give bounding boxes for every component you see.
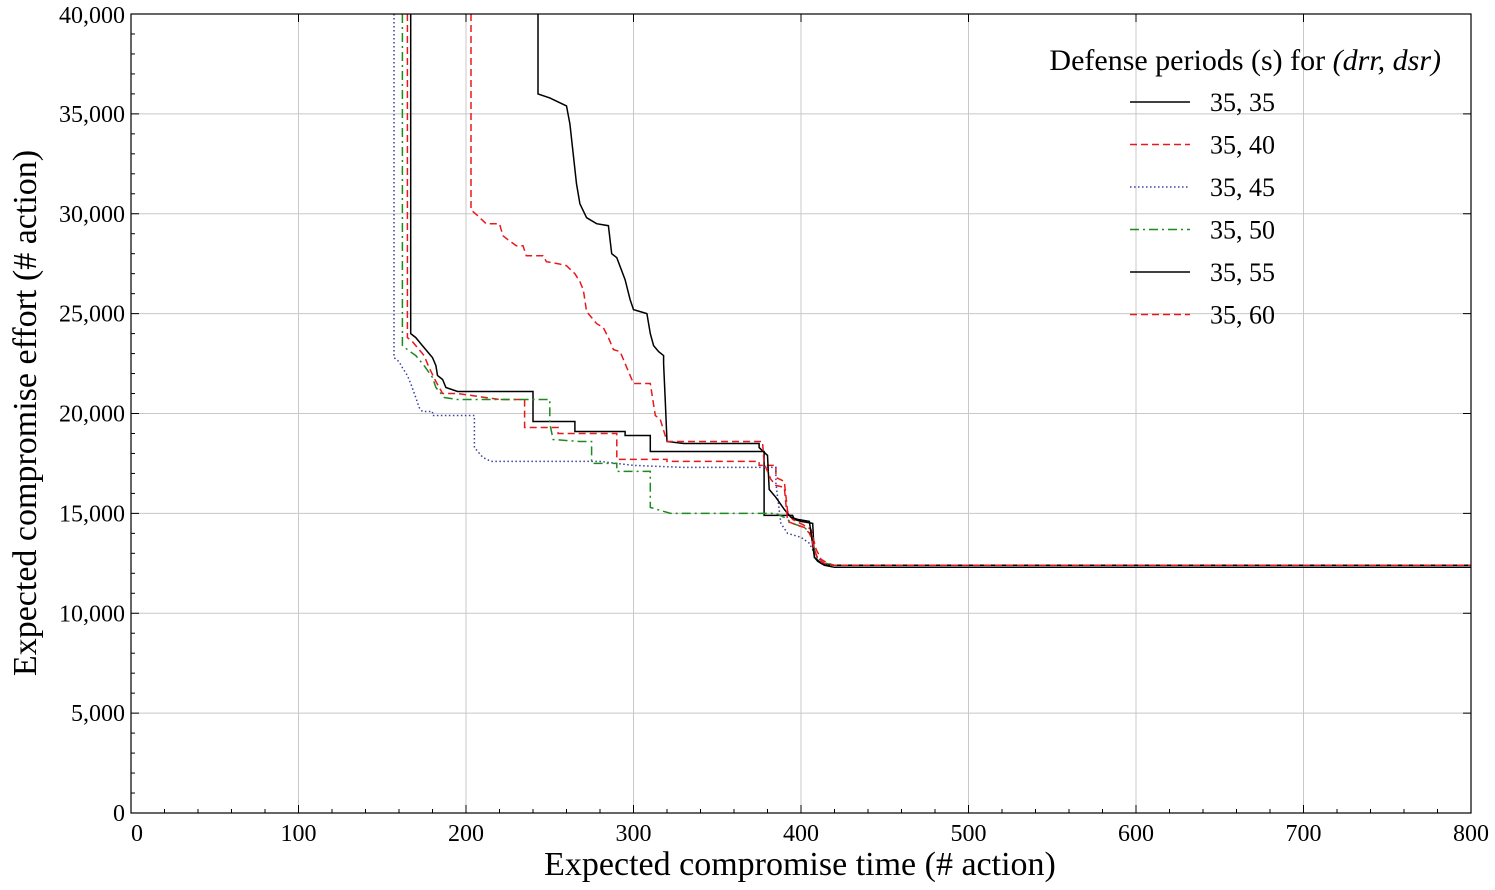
legend-label-3: 35, 45 xyxy=(1210,173,1275,202)
legend-label-1: 35, 35 xyxy=(1210,88,1275,117)
series-line-1 xyxy=(409,14,1471,569)
x-tick-label: 500 xyxy=(951,821,987,847)
x-tick-label: 300 xyxy=(616,821,652,847)
legend-label-4: 35, 50 xyxy=(1210,216,1275,245)
y-tick-label: 30,000 xyxy=(59,202,125,228)
y-tick-label: 0 xyxy=(113,801,125,827)
x-tick-label: 200 xyxy=(448,821,484,847)
y-axis-label: Expected compromise effort (# action) xyxy=(7,150,44,676)
legend-items: 35, 35 35, 40 35, 45 35, 50 35, 55 35, 60 xyxy=(1130,88,1275,330)
series-line-3 xyxy=(393,14,1471,567)
legend-label-5: 35, 55 xyxy=(1210,258,1275,287)
legend-title-math: (drr, dsr) xyxy=(1333,44,1441,77)
y-tick-label: 5,000 xyxy=(71,701,125,727)
series-line-2 xyxy=(406,14,1471,567)
y-tick-label: 10,000 xyxy=(59,601,125,627)
legend-label-6: 35, 60 xyxy=(1210,301,1275,330)
legend-label-2: 35, 40 xyxy=(1210,131,1275,160)
ticks xyxy=(130,13,1472,814)
y-tick-label: 40,000 xyxy=(59,3,125,29)
series-line-6 xyxy=(470,14,1471,567)
legend-title-text: Defense periods (s) for xyxy=(1049,44,1332,77)
tick-labels: 0 100 200 300 400 500 600 700 800 0 5,000 10,000 15,… xyxy=(59,3,1489,847)
x-tick-label: 800 xyxy=(1453,821,1489,847)
x-tick-label: 400 xyxy=(783,821,819,847)
series-line-5 xyxy=(537,14,1471,567)
legend: Defense periods (s) for (drr, dsr) 35, 3… xyxy=(1049,44,1441,330)
y-tick-label: 15,000 xyxy=(59,501,125,527)
series-line-4 xyxy=(401,14,1471,567)
series-group xyxy=(393,14,1471,569)
y-tick-label: 20,000 xyxy=(59,402,125,428)
y-tick-label: 25,000 xyxy=(59,302,125,328)
legend-title: Defense periods (s) for (drr, dsr) xyxy=(1049,44,1441,77)
x-axis-label: Expected compromise time (# action) xyxy=(544,846,1056,883)
x-tick-label: 700 xyxy=(1286,821,1322,847)
y-tick-label: 35,000 xyxy=(59,102,125,128)
x-tick-label: 600 xyxy=(1118,821,1154,847)
x-tick-label: 0 xyxy=(131,821,143,847)
x-tick-label: 100 xyxy=(281,821,317,847)
